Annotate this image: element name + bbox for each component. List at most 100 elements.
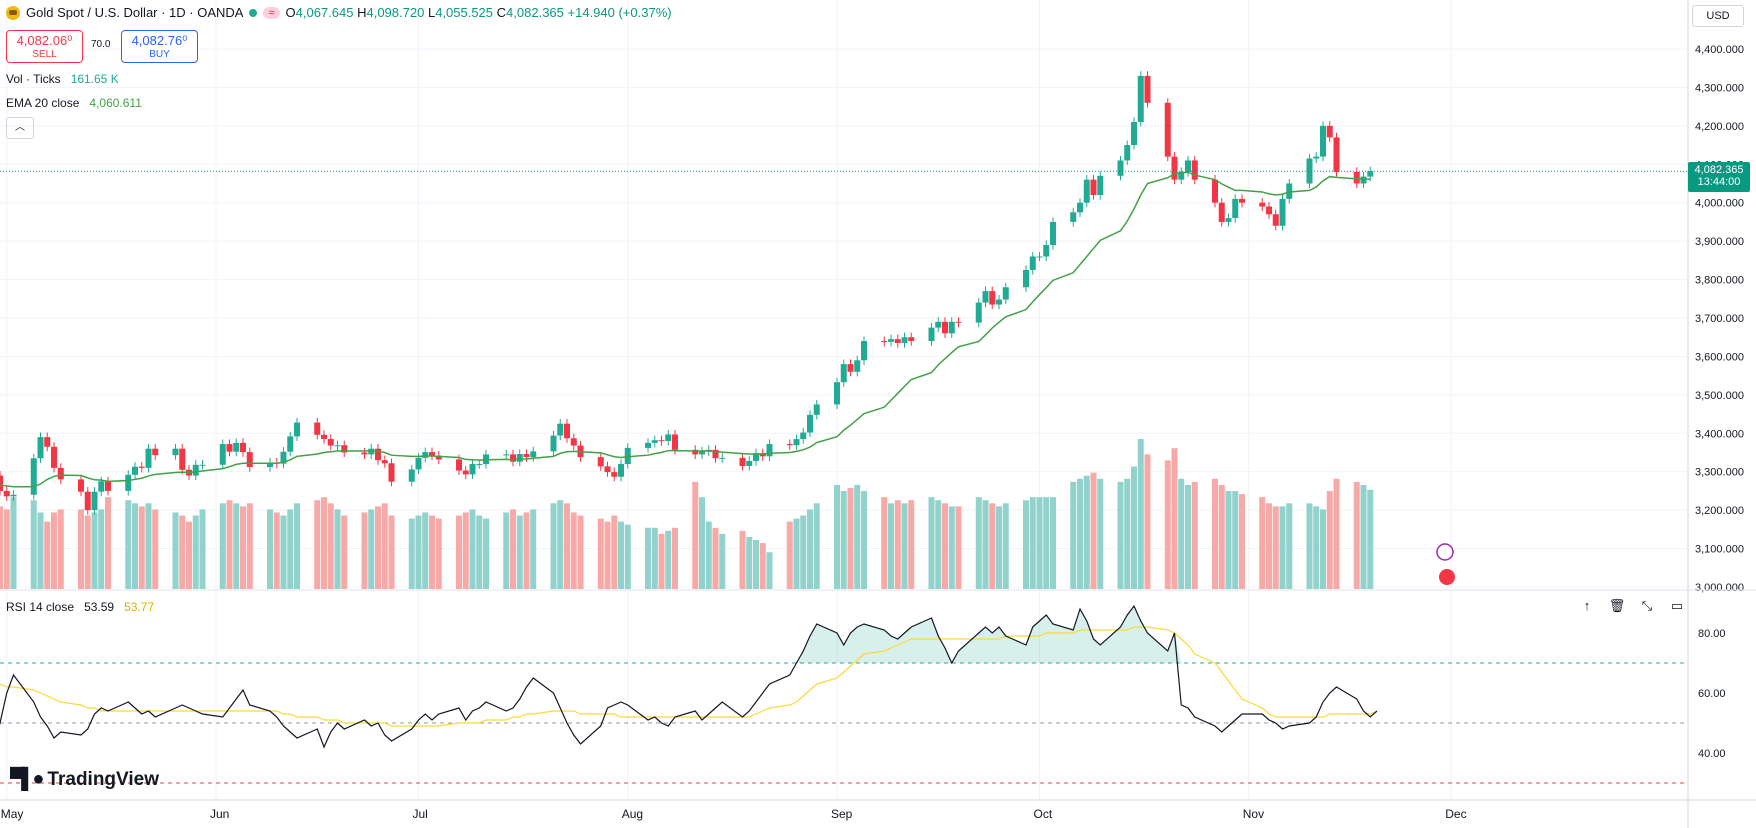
candle-body	[3, 490, 10, 497]
month-tick-label: Sep	[831, 807, 853, 821]
candle-body	[739, 457, 746, 466]
volume-bar	[894, 500, 901, 589]
buy-label: BUY	[149, 49, 170, 60]
candle-body	[1266, 206, 1272, 215]
volume-bar	[57, 509, 64, 589]
tradingview-logo[interactable]: ▀▌● TradingView	[10, 768, 159, 791]
volume-bar	[368, 509, 375, 589]
candle-body	[854, 360, 861, 372]
volume-bar	[219, 503, 226, 589]
trash-icon[interactable]: 🗑	[1608, 598, 1626, 613]
volume-bar	[246, 503, 253, 589]
volume-bar	[550, 503, 557, 589]
candle-body	[948, 321, 955, 334]
volume-bar	[1090, 472, 1097, 589]
candle-body	[800, 432, 807, 440]
collapse-icon[interactable]: ⤡	[1641, 598, 1653, 613]
volume-bar	[1164, 460, 1171, 589]
candle-body	[1043, 244, 1050, 257]
candle-body	[0, 475, 3, 491]
volume-bar	[462, 512, 469, 589]
candle-body	[1191, 160, 1198, 180]
ema-legend[interactable]: EMA 20 close 4,060.611	[6, 96, 142, 110]
candle-body	[98, 481, 105, 492]
volume-bar	[341, 515, 348, 589]
rsi-tick-label: 40.00	[1698, 748, 1726, 760]
candle-body	[1360, 176, 1367, 184]
collapse-legend-button[interactable]: ︿	[6, 117, 34, 139]
candle-body	[759, 453, 766, 457]
candle-body	[1326, 125, 1333, 138]
rsi-tick-label: 60.00	[1698, 688, 1726, 700]
candle-body	[1144, 75, 1151, 103]
volume-bar	[51, 512, 57, 589]
volume-bar	[530, 509, 537, 589]
currency-selector[interactable]: USD	[1692, 5, 1744, 27]
candle-body	[901, 337, 908, 343]
volume-bar	[1117, 481, 1124, 589]
candle-body	[44, 437, 51, 447]
sell-price: 4,082.06⁰	[16, 33, 73, 48]
rsi-tick-label: 80.00	[1698, 628, 1726, 640]
volume-bar	[1212, 478, 1218, 589]
volume-bar	[1077, 478, 1083, 589]
volume-bar	[273, 512, 280, 589]
candle-body	[807, 414, 813, 433]
volume-bar	[1225, 491, 1232, 589]
candle-body	[719, 457, 726, 459]
price-tick-label: 3,300.000	[1695, 467, 1744, 479]
candle-body	[840, 364, 847, 383]
current-price-label: 4,082.365 13:44:00	[1688, 162, 1750, 192]
volume-bar	[138, 506, 145, 589]
candle-body	[665, 434, 672, 441]
low-value: 4,055.525	[435, 5, 494, 20]
maximize-icon[interactable]: ▭	[1670, 598, 1684, 613]
volume-bar	[152, 509, 159, 589]
arrow-up-icon[interactable]: ↑	[1583, 598, 1591, 613]
volume-bar	[996, 506, 1002, 589]
candle-body	[91, 491, 98, 511]
rsi-ma-value: 53.77	[124, 600, 155, 614]
volume-bar	[719, 533, 726, 589]
candle-body	[1239, 198, 1245, 203]
candle-body	[908, 337, 915, 342]
candle-body	[516, 454, 523, 462]
volume-bar	[1259, 497, 1266, 589]
gold-icon	[6, 5, 20, 20]
candle-body	[1137, 75, 1144, 123]
ema-value: 4,060.611	[89, 96, 142, 110]
candle-body	[942, 321, 948, 334]
candle-body	[388, 463, 395, 482]
candle-body	[1090, 179, 1097, 196]
candle-body	[429, 452, 435, 456]
candle-body	[1333, 137, 1340, 172]
candle-body	[1171, 156, 1178, 180]
volume-bar	[132, 503, 138, 589]
volume-bar	[651, 527, 658, 589]
sell-button[interactable]: 4,082.06⁰ SELL	[6, 30, 83, 63]
ema-line	[0, 171, 1371, 488]
candle-body	[233, 442, 240, 452]
candle-body	[361, 452, 368, 455]
candle-body	[1212, 179, 1218, 203]
symbol-header[interactable]: Gold Spot / U.S. Dollar · 1D · OANDA ≈ O…	[6, 5, 672, 20]
chevron-up-icon: ︿	[15, 122, 25, 133]
price-tick-label: 3,200.000	[1695, 505, 1744, 517]
volume-bar	[105, 497, 111, 589]
volume-bar	[516, 515, 523, 589]
open-value: 4,067.645	[295, 5, 354, 20]
volume-legend[interactable]: Vol · Ticks 161.65 K	[6, 72, 119, 86]
volume-bar	[361, 512, 368, 589]
rsi-legend[interactable]: RSI 14 close 53.59 53.77	[6, 600, 154, 614]
lightning-event-icon	[1436, 543, 1454, 561]
symbol-title[interactable]: Gold Spot / U.S. Dollar · 1D · OANDA	[26, 5, 244, 20]
volume-bar	[429, 515, 435, 589]
volume-bar	[172, 512, 179, 589]
volume-bar	[611, 515, 618, 589]
price-tick-label: 3,000.000	[1695, 582, 1744, 594]
candle-body	[1218, 202, 1225, 222]
mode-badge[interactable]: ≈	[263, 6, 280, 19]
volume-bar	[813, 503, 820, 589]
buy-button[interactable]: 4,082.76⁰ BUY	[121, 30, 198, 63]
